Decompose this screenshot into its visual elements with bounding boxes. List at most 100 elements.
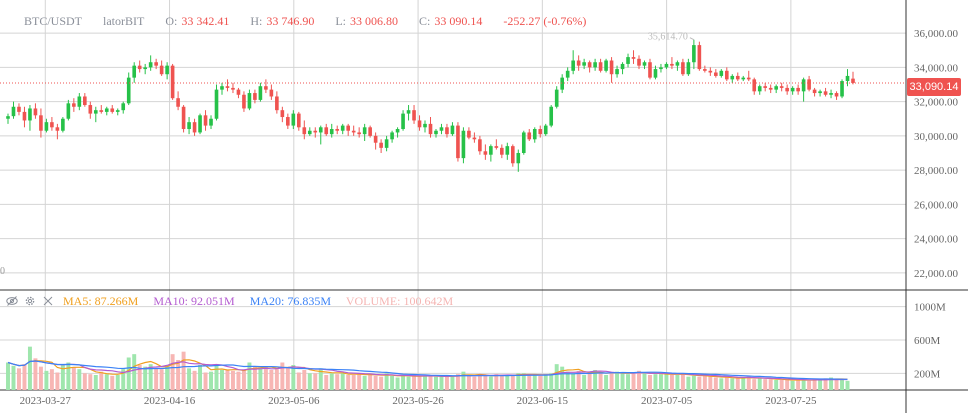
volume-bar xyxy=(214,365,219,390)
volume-bar xyxy=(93,375,98,390)
candle-body xyxy=(187,122,191,130)
open-label: O: xyxy=(165,14,178,28)
volume-bar xyxy=(818,380,823,390)
volume-bar xyxy=(159,369,164,390)
ma5-legend: MA5: 87.266M xyxy=(63,294,139,308)
volume-bar xyxy=(324,375,329,390)
volume-bar xyxy=(516,373,521,390)
candle-body xyxy=(560,77,564,90)
volume-bar xyxy=(187,368,192,390)
volume-bar xyxy=(757,378,762,390)
symbol-label[interactable]: BTC/USDT xyxy=(24,14,83,28)
volume-bar xyxy=(412,375,417,390)
candle-body xyxy=(110,108,115,112)
volume-bar xyxy=(741,377,746,390)
volume-bar xyxy=(576,370,581,390)
volume-bar xyxy=(132,354,137,390)
candle-body xyxy=(582,62,586,66)
volume-legend-value: VOLUME: 100.642M xyxy=(345,294,454,308)
candle-body xyxy=(99,110,104,112)
volume-bar xyxy=(165,365,170,390)
candle-body xyxy=(840,81,844,97)
volume-bar xyxy=(335,374,340,390)
volume-bar xyxy=(115,375,120,390)
candle-body xyxy=(538,129,543,135)
candle-body xyxy=(637,58,641,66)
close-icon[interactable] xyxy=(42,295,54,307)
volume-bar xyxy=(384,373,389,390)
candle-body xyxy=(598,62,603,71)
candle-body xyxy=(692,45,696,63)
candle-body xyxy=(554,89,559,107)
candle-body xyxy=(61,118,65,131)
price-tick-label: 34,000.00 xyxy=(914,62,959,74)
volume-bar xyxy=(198,365,203,390)
volume-bar xyxy=(401,375,406,390)
candle-body xyxy=(88,105,93,114)
volume-bar xyxy=(724,377,729,390)
volume-bar xyxy=(488,376,493,390)
settings-gear-icon[interactable] xyxy=(24,295,36,307)
candle-body xyxy=(143,67,147,70)
candle-body xyxy=(264,86,268,90)
candle-body xyxy=(714,72,718,76)
candle-body xyxy=(818,91,822,94)
candle-body xyxy=(401,113,405,130)
candle-body xyxy=(83,96,87,106)
candle-body xyxy=(275,96,279,111)
volume-bar xyxy=(768,379,773,390)
candle-body xyxy=(181,106,186,130)
volume-bar xyxy=(230,370,235,390)
volume-bar xyxy=(280,362,285,390)
candle-body xyxy=(165,65,169,75)
candle-body xyxy=(412,110,416,121)
hide-eye-icon[interactable] xyxy=(6,295,18,307)
candle-body xyxy=(115,110,120,112)
candle-body xyxy=(33,108,38,116)
candle-body xyxy=(763,86,768,88)
volume-bar xyxy=(137,365,142,390)
candle-body xyxy=(719,70,724,76)
candle-body xyxy=(379,142,383,148)
candle-body xyxy=(66,103,71,119)
volume-bar xyxy=(560,366,565,390)
volume-bar xyxy=(88,374,93,390)
candle-body xyxy=(576,60,581,66)
candle-body xyxy=(291,113,296,126)
candle-body xyxy=(735,75,740,80)
volume-bar xyxy=(274,369,279,390)
candle-body xyxy=(329,129,334,135)
volume-bar xyxy=(708,376,713,390)
volume-bar xyxy=(296,372,301,390)
volume-bar xyxy=(357,373,362,390)
volume-bar xyxy=(247,362,252,390)
volume-bar xyxy=(669,375,674,390)
candle-body xyxy=(516,152,521,164)
volume-bar xyxy=(16,368,21,390)
volume-bar xyxy=(527,375,532,390)
candle-body xyxy=(6,116,10,119)
volume-bar xyxy=(220,370,224,390)
volume-bar xyxy=(631,373,636,390)
candle-body xyxy=(72,103,76,107)
volume-bar xyxy=(82,373,87,390)
candle-body xyxy=(390,132,394,140)
volume-bar xyxy=(154,368,159,390)
candle-body xyxy=(93,110,98,114)
volume-bar xyxy=(823,378,828,390)
volume-bar xyxy=(466,375,471,390)
volume-bar xyxy=(368,374,373,390)
candle-body xyxy=(829,93,833,95)
volume-bar xyxy=(148,364,153,390)
candle-body xyxy=(423,123,427,128)
volume-bar xyxy=(549,373,554,390)
volume-bar xyxy=(241,370,246,390)
left-edge-label: 0 xyxy=(0,266,5,277)
volume-bar xyxy=(104,374,109,390)
low-label: L: xyxy=(335,14,347,28)
candle-body xyxy=(50,122,54,128)
high-annotation: 35,614.70 xyxy=(648,32,688,43)
candle-body xyxy=(823,91,828,95)
candle-body xyxy=(159,65,164,75)
candle-body xyxy=(549,106,554,126)
